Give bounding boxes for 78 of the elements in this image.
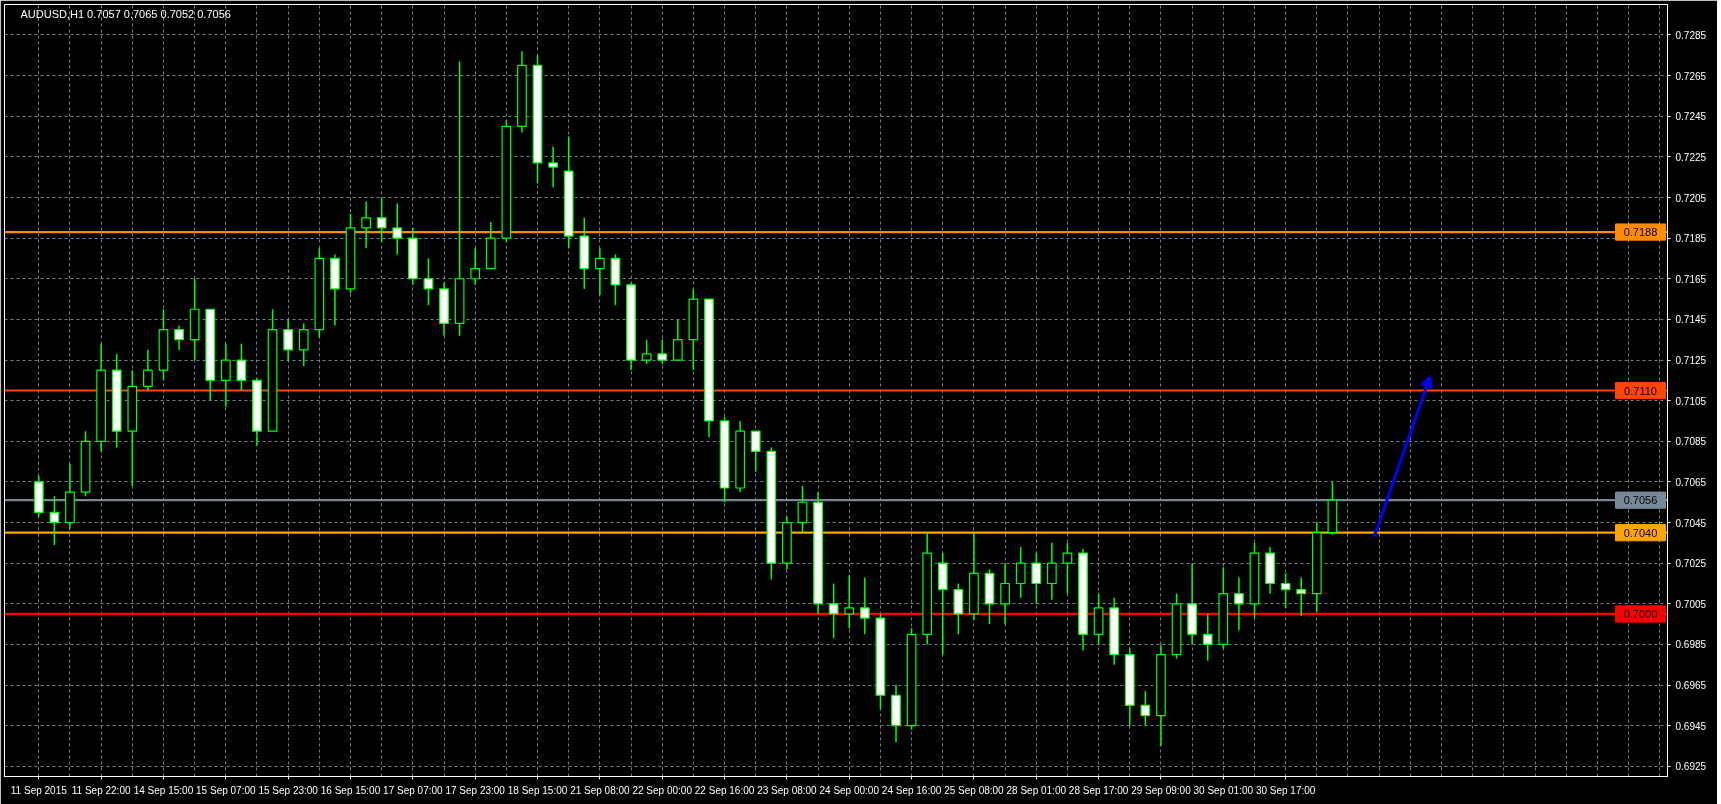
x-tick-label: 11 Sep 22:00 — [71, 784, 131, 796]
candlestick — [1062, 542, 1073, 595]
candlestick — [594, 247, 605, 296]
x-tick-label: 11 Sep 2015 — [10, 784, 68, 796]
y-tick-label: 0.7165 — [1675, 273, 1707, 285]
y-tick-label: 0.7185 — [1675, 233, 1707, 245]
candlestick — [1140, 690, 1151, 727]
candlestick — [797, 485, 808, 534]
y-tick-label: 0.7085 — [1675, 436, 1707, 448]
y-tick-label: 0.6985 — [1675, 639, 1707, 651]
ref-line-label: 0.7188 — [1623, 226, 1658, 239]
candlestick — [392, 202, 403, 256]
y-tick-label: 0.7225 — [1675, 151, 1707, 163]
x-tick-label: 17 Sep 07:00 — [383, 784, 444, 796]
chart-title: AUDUSD,H1 0.7057 0.7065 0.7052 0.7056 — [20, 7, 231, 20]
candlestick — [1234, 576, 1244, 631]
candlestick — [828, 582, 839, 640]
y-tick-label: 0.7005 — [1675, 598, 1707, 610]
candlestick — [174, 324, 184, 351]
x-tick-label: 15 Sep 07:00 — [196, 784, 256, 796]
candlestick — [548, 145, 558, 189]
candlestick — [236, 343, 247, 392]
candlestick — [859, 576, 870, 636]
candlestick — [423, 257, 434, 306]
candlestick — [1046, 542, 1057, 601]
y-tick-label: 0.7265 — [1675, 70, 1707, 82]
candlestick — [1031, 552, 1042, 605]
x-tick-label: 24 Sep 16:00 — [881, 784, 942, 796]
candlestick — [1202, 613, 1213, 662]
x-tick-label: 22 Sep 00:00 — [632, 784, 693, 796]
x-tick-label: 25 Sep 08:00 — [944, 784, 1005, 796]
y-tick-label: 0.7245 — [1675, 111, 1707, 123]
x-tick-label: 18 Sep 15:00 — [507, 784, 568, 796]
candlestick — [283, 318, 294, 361]
candlestick — [750, 430, 761, 473]
candlestick — [641, 338, 652, 365]
x-tick-label: 22 Sep 16:00 — [694, 784, 755, 796]
ref-line-label: 0.7000 — [1623, 607, 1658, 620]
y-tick-label: 0.7105 — [1675, 395, 1707, 407]
candlestick — [361, 200, 371, 250]
x-tick-label: 14 Sep 15:00 — [133, 784, 194, 796]
x-tick-label: 16 Sep 15:00 — [320, 784, 381, 796]
x-tick-label: 30 Sep 01:00 — [1193, 784, 1254, 796]
candlestick — [49, 495, 60, 546]
y-tick-label: 0.6925 — [1675, 761, 1707, 773]
candlestick — [1280, 572, 1291, 609]
ref-line-label: 0.7040 — [1623, 526, 1658, 539]
y-tick-label: 0.7025 — [1675, 558, 1707, 570]
y-tick-label: 0.7285 — [1675, 29, 1707, 41]
x-tick-label: 24 Sep 00:00 — [819, 784, 880, 796]
x-tick-label: 28 Sep 01:00 — [1006, 784, 1067, 796]
candlestick — [1000, 562, 1010, 625]
candlestick — [143, 349, 153, 392]
candlestick — [1015, 546, 1026, 599]
candlestick — [1296, 576, 1307, 617]
candlestick — [672, 318, 683, 361]
y-tick-label: 0.6965 — [1675, 680, 1707, 692]
x-tick-label: 21 Sep 08:00 — [570, 784, 631, 796]
y-tick-label: 0.6945 — [1675, 720, 1707, 732]
candlestick — [844, 574, 855, 629]
candlestick — [470, 247, 481, 286]
candlestick — [657, 338, 668, 365]
candlestick — [298, 322, 309, 367]
ref-line-label: 0.7056 — [1623, 494, 1658, 507]
y-tick-label: 0.7145 — [1675, 314, 1707, 326]
x-tick-label: 30 Sep 17:00 — [1255, 784, 1316, 796]
x-tick-label: 23 Sep 08:00 — [757, 784, 818, 796]
y-tick-label: 0.7045 — [1675, 517, 1707, 529]
ref-line-label: 0.7110 — [1624, 384, 1657, 397]
y-tick-label: 0.7125 — [1675, 355, 1707, 367]
x-tick-label: 29 Sep 09:00 — [1131, 784, 1192, 796]
x-tick-label: 28 Sep 17:00 — [1068, 784, 1129, 796]
candlestick — [220, 343, 231, 408]
x-tick-label: 17 Sep 23:00 — [445, 784, 506, 796]
x-tick-label: 15 Sep 23:00 — [258, 784, 319, 796]
y-tick-label: 0.7065 — [1675, 476, 1707, 488]
candlestick — [376, 196, 387, 243]
y-tick-label: 0.7205 — [1675, 192, 1707, 204]
